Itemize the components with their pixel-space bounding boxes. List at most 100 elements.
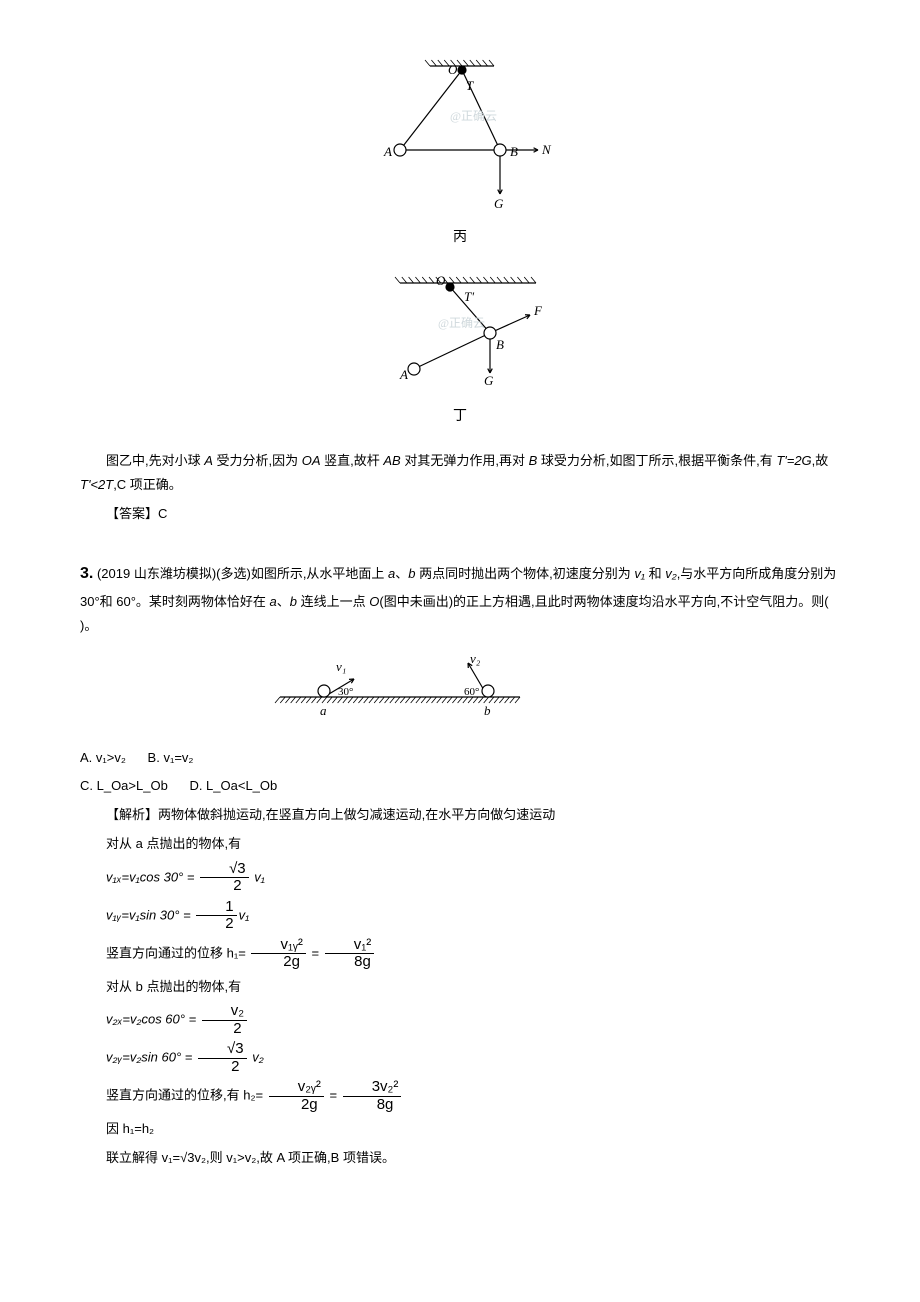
svg-text:@正确云: @正确云 bbox=[450, 109, 497, 123]
svg-text:O: O bbox=[436, 273, 446, 288]
frac-v12-8g: v₁² 8g bbox=[325, 937, 375, 971]
option-c: C. L_Oa>L_Ob bbox=[80, 778, 168, 793]
options-row-1: A. v₁>v₂ B. v₁=v₂ bbox=[80, 746, 840, 771]
svg-text:F: F bbox=[533, 303, 543, 318]
svg-text:O: O bbox=[448, 62, 458, 77]
svg-text:v₂: v₂ bbox=[470, 653, 481, 666]
num: √3 bbox=[200, 861, 249, 879]
svg-text:T': T' bbox=[464, 289, 474, 304]
svg-text:30°: 30° bbox=[338, 686, 353, 698]
eq: T'<2T bbox=[80, 477, 113, 492]
t: 图乙中,先对小球 bbox=[106, 453, 204, 468]
svg-text:A: A bbox=[399, 367, 408, 382]
lhs: v₂ᵧ=v₂sin 60° = bbox=[106, 1050, 192, 1065]
eq: = bbox=[329, 1088, 337, 1103]
eq: = bbox=[311, 945, 319, 960]
answer-value: C bbox=[158, 506, 167, 521]
diagram-ab-svg: v₁ 30° v₂ 60° a b bbox=[270, 653, 530, 723]
lhs: v₁ᵧ=v₁sin 30° = bbox=[106, 907, 191, 922]
svg-text:v₁: v₁ bbox=[336, 659, 346, 674]
eq-v1y: v₁ᵧ=v₁sin 30° = 1 2 v₁ bbox=[80, 899, 840, 933]
svg-text:@正确云: @正确云 bbox=[438, 316, 485, 330]
sym-O: O bbox=[369, 594, 379, 609]
svg-text:B: B bbox=[496, 337, 504, 352]
caption-ding: 丁 bbox=[80, 402, 840, 429]
jiexi-heading: 【解析】两物体做斜抛运动,在竖直方向上做匀减速运动,在水平方向做匀速运动 bbox=[80, 803, 840, 828]
num: √3 bbox=[198, 1041, 247, 1059]
svg-text:60°: 60° bbox=[464, 686, 479, 698]
jiexi-line1: 两物体做斜抛运动,在竖直方向上做匀减速运动,在水平方向做匀速运动 bbox=[158, 807, 555, 822]
svg-text:A: A bbox=[383, 144, 392, 159]
diagram-ding-svg: T' @正确云 F G O A B bbox=[360, 269, 560, 389]
eq: T'=2G bbox=[776, 453, 811, 468]
svg-text:G: G bbox=[484, 373, 494, 388]
svg-text:a: a bbox=[320, 703, 327, 718]
qnum-3: 3. bbox=[80, 565, 93, 582]
question-3: 3. (2019 山东潍坊模拟)(多选)如图所示,从水平地面上 a、b 两点同时… bbox=[80, 559, 840, 639]
den: 2g bbox=[251, 954, 305, 971]
frac-1-2: 1 2 bbox=[196, 899, 236, 933]
num: v₂ bbox=[202, 1003, 247, 1021]
num: 3v₂² bbox=[343, 1079, 402, 1097]
frac-sqrt3-2: √3 2 bbox=[200, 861, 249, 895]
frac-v2-2: v₂ 2 bbox=[202, 1003, 247, 1037]
num: v₁² bbox=[325, 937, 375, 955]
svg-text:B: B bbox=[510, 144, 518, 159]
sym-AB: AB bbox=[383, 453, 400, 468]
tail: v₂ bbox=[249, 1050, 264, 1065]
jiexi-label: 【解析】 bbox=[106, 807, 158, 822]
t: 竖直,故杆 bbox=[321, 453, 384, 468]
sqrt3: √3 bbox=[180, 1150, 194, 1165]
because-line: 因 h₁=h₂ bbox=[80, 1117, 840, 1142]
t: 连线上一点 bbox=[297, 594, 369, 609]
eq-v2x: v₂ₓ=v₂cos 60° = v₂ 2 bbox=[80, 1003, 840, 1037]
tail: v₁ bbox=[251, 869, 265, 884]
lhs: v₂ₓ=v₂cos 60° = bbox=[106, 1012, 196, 1027]
sym-b: b bbox=[408, 566, 415, 581]
t: 球受力分析,如图丁所示,根据平衡条件,有 bbox=[537, 453, 776, 468]
options-row-2: C. L_Oa>L_Ob D. L_Oa<L_Ob bbox=[80, 774, 840, 799]
eq-v1x: v₁ₓ=v₁cos 30° = √3 2 v₁ bbox=[80, 861, 840, 895]
svg-text:N: N bbox=[541, 142, 552, 157]
answer-label: 【答案】 bbox=[106, 506, 158, 521]
sym-b2: b bbox=[290, 594, 297, 609]
sym-v1: v₁ bbox=[634, 566, 645, 581]
svg-text:T: T bbox=[466, 78, 474, 93]
t: v₂,则 v₁>v₂,故 A 项正确,B 项错误。 bbox=[194, 1150, 394, 1165]
option-d: D. L_Oa<L_Ob bbox=[189, 778, 277, 793]
lhs: 竖直方向通过的位移,有 h₂= bbox=[106, 1088, 263, 1103]
t: ,故 bbox=[812, 453, 829, 468]
t: 、 bbox=[277, 594, 290, 609]
eq-h1: 竖直方向通过的位移 h₁= v₁ᵧ² 2g = v₁² 8g bbox=[80, 937, 840, 971]
t: ,C 项正确。 bbox=[113, 477, 182, 492]
t: 两点同时抛出两个物体,初速度分别为 bbox=[416, 566, 635, 581]
option-a: A. v₁>v₂ bbox=[80, 750, 126, 765]
frac-3v22-8g: 3v₂² 8g bbox=[343, 1079, 402, 1113]
t: 联立解得 v₁= bbox=[106, 1150, 180, 1165]
svg-text:b: b bbox=[484, 703, 491, 718]
frac-sqrt3-2b: √3 2 bbox=[198, 1041, 247, 1075]
option-b: B. v₁=v₂ bbox=[148, 750, 194, 765]
final-line: 联立解得 v₁=√3v₂,则 v₁>v₂,故 A 项正确,B 项错误。 bbox=[80, 1146, 840, 1171]
frac-v1y2-2g: v₁ᵧ² 2g bbox=[251, 937, 305, 971]
den: 8g bbox=[343, 1097, 402, 1114]
eq-v2y: v₂ᵧ=v₂sin 60° = √3 2 v₂ bbox=[80, 1041, 840, 1075]
diagram-bing: T @正确云 N G O A B 丙 bbox=[80, 50, 840, 249]
jiexi-line2: 对从 a 点抛出的物体,有 bbox=[80, 832, 840, 857]
sym-B: B bbox=[529, 453, 538, 468]
num: 1 bbox=[196, 899, 236, 917]
diagram-bing-svg: T @正确云 N G O A B bbox=[360, 50, 560, 210]
sym-a2: a bbox=[270, 594, 277, 609]
sym-OA: OA bbox=[302, 453, 321, 468]
yi-explanation: 图乙中,先对小球 A 受力分析,因为 OA 竖直,故杆 AB 对其无弹力作用,再… bbox=[80, 449, 840, 498]
svg-text:G: G bbox=[494, 196, 504, 210]
num: v₂ᵧ² bbox=[269, 1079, 324, 1097]
den: 8g bbox=[325, 954, 375, 971]
t: 受力分析,因为 bbox=[213, 453, 302, 468]
t: 、 bbox=[395, 566, 408, 581]
caption-bing: 丙 bbox=[80, 223, 840, 250]
den: 2 bbox=[196, 916, 236, 933]
tail: v₁ bbox=[239, 907, 250, 922]
lhs: v₁ₓ=v₁cos 30° = bbox=[106, 869, 194, 884]
frac-v2y2-2g: v₂ᵧ² 2g bbox=[269, 1079, 324, 1113]
